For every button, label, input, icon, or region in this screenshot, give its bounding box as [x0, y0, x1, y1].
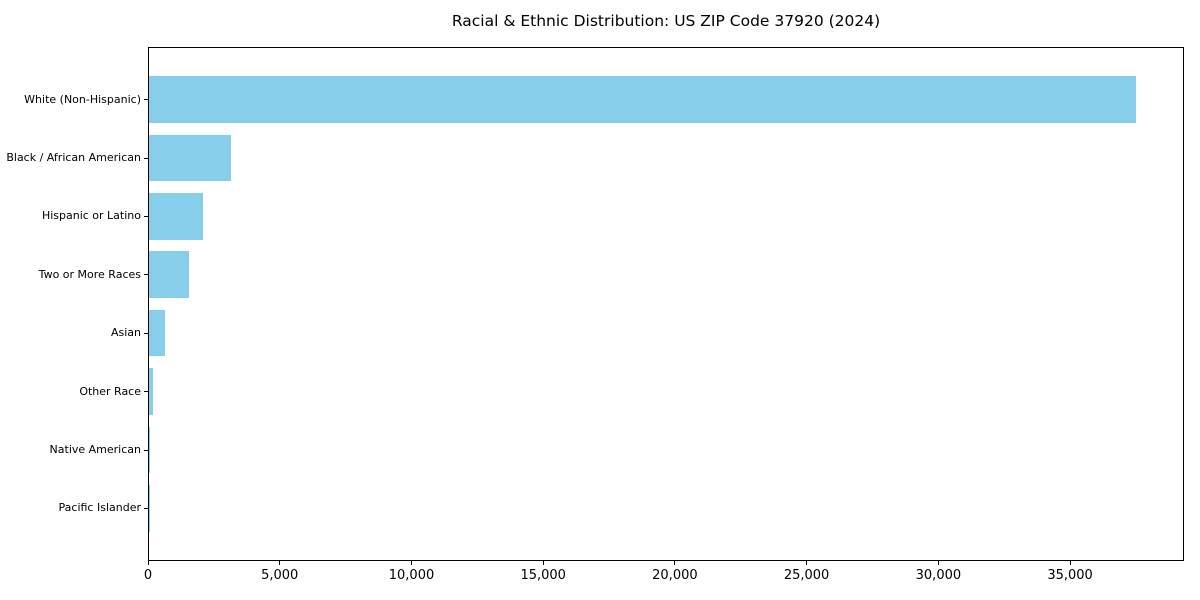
x-tick-label-0: 0: [143, 568, 153, 583]
y-tick-mark: [144, 215, 148, 217]
x-tick-mark: [279, 561, 281, 565]
x-tick-mark: [147, 561, 149, 565]
y-tick-label-native-american: Native American: [49, 443, 141, 456]
x-tick-mark: [806, 561, 808, 565]
bar-hispanic-or-latino: [149, 193, 204, 240]
bar-white-non-hispanic: [149, 76, 1136, 123]
y-tick-label-pacific-islander: Pacific Islander: [58, 501, 141, 515]
x-tick-mark: [1069, 561, 1071, 565]
y-tick-mark: [144, 391, 148, 393]
y-tick-label-other-race: Other Race: [79, 384, 141, 398]
x-tick-label-35-000: 35,000: [1047, 568, 1093, 583]
y-tick-label-asian: Asian: [110, 326, 141, 340]
plot-area: [148, 47, 1184, 561]
x-tick-label-30-000: 30,000: [915, 568, 962, 583]
y-tick-mark: [144, 99, 148, 101]
y-tick-label-two-or-more-races: Two or More Races: [38, 267, 141, 281]
y-tick-mark: [144, 507, 148, 509]
x-tick-label-10-000: 10,000: [388, 568, 435, 583]
x-tick-mark: [542, 561, 544, 565]
y-tick-mark: [144, 274, 148, 276]
x-tick-label-5-000: 5,000: [261, 568, 299, 583]
y-tick-mark: [144, 332, 148, 334]
y-tick-mark: [144, 157, 148, 159]
bar-black-african-american: [149, 134, 232, 182]
x-tick-label-20-000: 20,000: [652, 568, 698, 583]
chart-title: Racial & Ethnic Distribution: US ZIP Cod…: [451, 12, 881, 30]
y-tick-label-black-african-american: Black / African American: [6, 151, 141, 164]
bar-two-or-more-races: [149, 251, 190, 299]
x-tick-mark: [937, 561, 939, 565]
y-tick-label-hispanic-or-latino: Hispanic or Latino: [41, 209, 141, 223]
bar-native-american: [149, 426, 151, 474]
y-tick-label-white-non-hispanic: White (Non-Hispanic): [24, 92, 141, 106]
x-tick-label-15-000: 15,000: [520, 568, 566, 583]
bar-other-race: [149, 368, 153, 415]
x-tick-label-25-000: 25,000: [783, 568, 830, 583]
x-tick-mark: [674, 561, 676, 565]
bar-asian: [149, 309, 165, 357]
x-tick-mark: [411, 561, 412, 565]
y-tick-mark: [144, 449, 148, 451]
